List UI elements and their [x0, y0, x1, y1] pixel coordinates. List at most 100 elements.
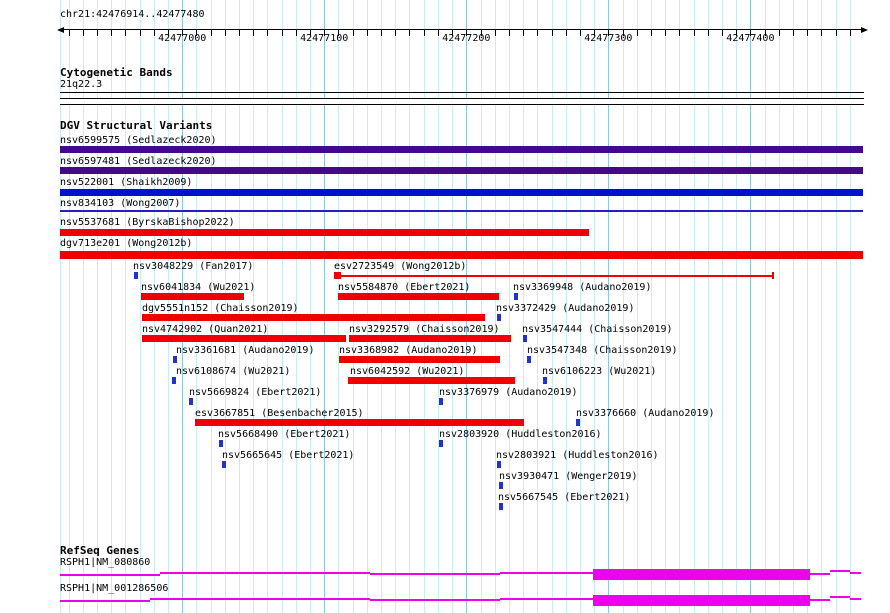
gridline [82, 0, 84, 613]
gridline-major [750, 0, 752, 613]
gridline [437, 0, 439, 613]
ruler-tick [835, 30, 837, 36]
variant-label: nsv3361681 (Audano2019) [176, 345, 315, 356]
variant-tick[interactable] [499, 482, 503, 489]
cytoband-box[interactable] [60, 98, 864, 105]
cytoband-label: 21q22.3 [60, 79, 103, 90]
variant-tick[interactable] [576, 419, 580, 426]
gridline [68, 0, 70, 613]
variant-tick[interactable] [172, 377, 176, 384]
ruler-tick [366, 30, 368, 36]
gene-line-segment[interactable] [810, 573, 830, 575]
variant-tick[interactable] [499, 503, 503, 510]
gridline [59, 0, 61, 613]
gene-exon-box[interactable] [593, 595, 810, 606]
variant-tick[interactable] [497, 461, 501, 468]
variant-bar[interactable] [339, 356, 500, 363]
gridline [139, 0, 141, 613]
gridline [295, 0, 297, 613]
ruler-tick [125, 30, 127, 36]
variant-bar[interactable] [60, 189, 863, 196]
variant-tick[interactable] [527, 356, 531, 363]
variant-label: nsv6106223 (Wu2021) [542, 366, 657, 377]
variant-bar[interactable] [195, 419, 524, 426]
variant-label: nsv6108674 (Wu2021) [176, 366, 291, 377]
ruler-tick [182, 30, 184, 36]
variant-tick[interactable] [222, 461, 226, 468]
gridline [153, 0, 155, 613]
variant-bar[interactable] [60, 146, 863, 153]
transcript-label: RSPH1|NM_001286506 [60, 583, 169, 594]
gridline [210, 0, 212, 613]
variant-tick[interactable] [439, 398, 443, 405]
gene-exon-box[interactable] [593, 569, 810, 580]
gene-line-segment[interactable] [60, 600, 150, 602]
variant-tick[interactable] [173, 356, 177, 363]
gene-line-segment[interactable] [370, 599, 500, 601]
gridline [395, 0, 397, 613]
gridline [224, 0, 226, 613]
variant-range-line[interactable] [334, 275, 774, 277]
gridline [125, 0, 127, 613]
variant-bar[interactable] [60, 229, 589, 236]
ruler-tick [736, 30, 738, 36]
variant-bar[interactable] [60, 167, 863, 174]
gene-line-segment[interactable] [500, 572, 593, 574]
gene-line-segment[interactable] [370, 573, 500, 575]
ruler-tick-label: 42477000 [158, 33, 207, 44]
ruler-tick [551, 30, 553, 36]
variant-tick[interactable] [497, 314, 501, 321]
variant-tick[interactable] [543, 377, 547, 384]
variant-bar[interactable] [60, 251, 863, 259]
gridline [480, 0, 482, 613]
gene-line-segment[interactable] [160, 572, 370, 574]
variant-tick[interactable] [523, 335, 527, 342]
ruler-tick [650, 30, 652, 36]
ruler-tick [111, 30, 113, 36]
cytogenetic-bands-title: Cytogenetic Bands [60, 66, 173, 79]
ruler-tick [537, 30, 539, 36]
variant-label: nsv3376660 (Audano2019) [576, 408, 715, 419]
variant-label: dgv5551n152 (Chaisson2019) [142, 303, 299, 314]
gene-line-segment[interactable] [500, 598, 593, 600]
gene-line-segment[interactable] [830, 570, 850, 572]
gene-line-segment[interactable] [830, 596, 850, 598]
variant-tick[interactable] [514, 293, 518, 300]
ruler-tick [750, 30, 752, 36]
ruler-tick [210, 30, 212, 36]
ruler-tick [267, 30, 269, 36]
variant-bar[interactable] [349, 335, 511, 342]
ruler-tick [707, 30, 709, 36]
variant-tick[interactable] [134, 272, 138, 279]
variant-bar[interactable] [142, 335, 346, 342]
variant-bar[interactable] [338, 293, 499, 300]
variant-label: nsv834103 (Wong2007) [60, 198, 181, 209]
gridline [693, 0, 695, 613]
variant-bar[interactable] [60, 210, 863, 212]
variant-label: nsv3292579 (Chaisson2019) [349, 324, 500, 335]
variant-label: nsv3547348 (Chaisson2019) [527, 345, 678, 356]
ruler-tick [324, 30, 326, 36]
gene-line-segment[interactable] [850, 572, 861, 574]
refseq-track-title: RefSeq Genes [60, 544, 140, 557]
ruler-left-arrow-icon [57, 26, 64, 33]
gridline [650, 0, 652, 613]
variant-range-start-cap[interactable] [334, 272, 341, 279]
ruler-tick [494, 30, 496, 36]
gene-line-segment[interactable] [810, 599, 830, 601]
variant-label: nsv3372429 (Audano2019) [496, 303, 635, 314]
variant-range-end-cap[interactable] [772, 272, 774, 279]
ruler-tick [452, 30, 454, 36]
variant-label: nsv522001 (Shaikh2009) [60, 177, 193, 188]
variant-tick[interactable] [189, 398, 193, 405]
gene-line-segment[interactable] [850, 598, 861, 600]
variant-bar[interactable] [348, 377, 515, 384]
variant-bar[interactable] [141, 293, 244, 300]
variant-tick[interactable] [219, 440, 223, 447]
gridline-major [466, 0, 468, 613]
variant-bar[interactable] [142, 314, 485, 321]
gene-line-segment[interactable] [60, 574, 160, 576]
gene-line-segment[interactable] [150, 598, 370, 600]
variant-tick[interactable] [439, 440, 443, 447]
gridline [579, 0, 581, 613]
